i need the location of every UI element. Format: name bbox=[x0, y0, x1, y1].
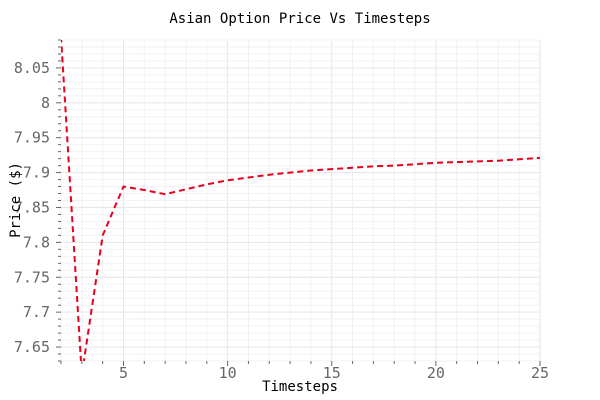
y-tick-label: 7.85 bbox=[14, 198, 50, 216]
y-tick-label: 7.9 bbox=[23, 164, 50, 182]
ticks: 5 10 15 20 25 7.65 7.7 7.75 7.8 7.85 7.9 7.95 8 8.05 bbox=[14, 39, 549, 382]
y-tick-label: 7.75 bbox=[14, 268, 50, 286]
y-tick-label: 7.95 bbox=[14, 129, 50, 147]
y-tick-label: 8.05 bbox=[14, 59, 50, 77]
series-layer bbox=[61, 40, 540, 361]
x-tick-label: 15 bbox=[323, 364, 341, 382]
y-tick-label: 7.8 bbox=[23, 233, 50, 251]
x-tick-label: 20 bbox=[427, 364, 445, 382]
y-tick-label: 7.7 bbox=[23, 303, 50, 321]
y-axis-label: Price ($) bbox=[8, 162, 24, 238]
x-tick-label: 10 bbox=[219, 364, 237, 382]
x-axis-label: Timesteps bbox=[262, 379, 338, 395]
y-tick-label: 8 bbox=[41, 94, 50, 112]
x-tick-label: 5 bbox=[119, 364, 128, 382]
x-tick-label: 25 bbox=[531, 364, 549, 382]
y-tick-label: 7.65 bbox=[14, 338, 50, 356]
chart-title: Asian Option Price Vs Timesteps bbox=[169, 11, 430, 27]
grid bbox=[60, 39, 541, 362]
series-line bbox=[61, 40, 540, 361]
